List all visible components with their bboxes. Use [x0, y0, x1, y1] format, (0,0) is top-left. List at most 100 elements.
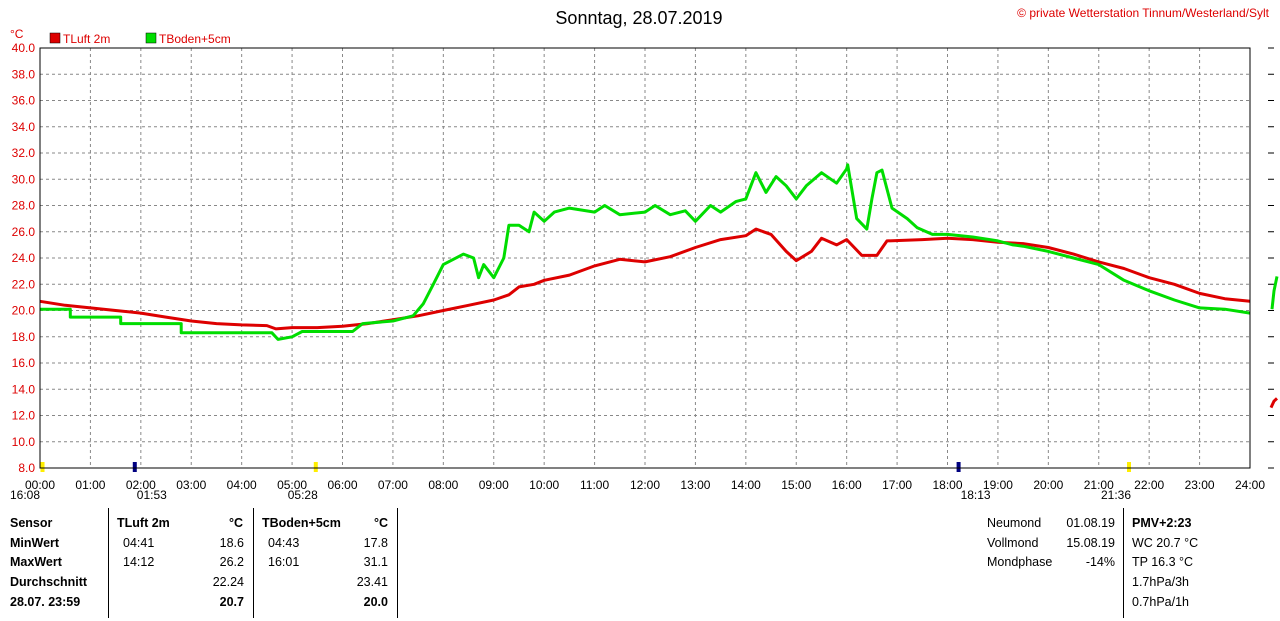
row-time: 16:01	[268, 555, 300, 569]
col2-header: TBoden+5cm	[262, 516, 341, 530]
y-tick-label: 14.0	[12, 382, 36, 396]
y-tick-label: 36.0	[12, 94, 36, 108]
table-divider	[253, 508, 254, 618]
plot-frame	[39, 47, 1251, 469]
x-tick-label: 08:00	[428, 478, 458, 492]
row-value: 31.1	[363, 555, 388, 569]
row-value: 17.8	[363, 536, 388, 550]
row-value: 26.2	[219, 555, 244, 569]
x-tick-label: 02:00	[126, 478, 156, 492]
y-tick-label: 8.0	[18, 461, 35, 475]
tboden-trend-mark	[1270, 276, 1279, 310]
row-label: Durchschnitt	[10, 575, 88, 589]
col2-unit: °C	[374, 516, 389, 530]
marker-icon	[1127, 462, 1131, 472]
x-tick-label: 01:00	[75, 478, 105, 492]
y-tick-label: 22.0	[12, 277, 36, 291]
table-divider	[1123, 508, 1124, 618]
marker-icon	[40, 462, 45, 472]
y-tick-labels: 8.0 10.0 12.0 14.0 16.0 18.0 20.0 22.0 24.0 26.0 2…	[12, 41, 36, 475]
x-tick-label: 23:00	[1185, 478, 1215, 492]
y-tick-label: 18.0	[12, 330, 36, 344]
col1-header: TLuft 2m	[117, 516, 170, 530]
x-tick-label: 17:00	[882, 478, 912, 492]
x-tick-label: 18:00	[932, 478, 962, 492]
y-tick-label: 26.0	[12, 225, 36, 239]
x-tick-label: 11:00	[580, 478, 609, 492]
tluft-trend-mark	[1269, 397, 1279, 409]
x-tick-label: 22:00	[1134, 478, 1164, 492]
legend: TLuft 2m TBoden+5cm	[49, 32, 231, 46]
x-tick-label: 10:00	[529, 478, 559, 492]
moon-value: 01.08.19	[1066, 516, 1115, 530]
moon-label: Vollmond	[987, 536, 1039, 550]
row-time: 04:41	[123, 536, 155, 550]
sensor-header: Sensor	[10, 516, 53, 530]
dewpoint-value: TP 16.3 °C	[1132, 555, 1194, 569]
y-tick-label: 32.0	[12, 146, 36, 160]
y-tick-label: 24.0	[12, 251, 36, 265]
marker-icon	[132, 462, 137, 472]
y-tick-label: 34.0	[12, 120, 36, 134]
row-value: 20.7	[219, 595, 244, 609]
y-tick-label: 40.0	[12, 41, 36, 55]
row-time: 14:12	[123, 555, 155, 569]
marker-time-label: 21:36	[1101, 488, 1131, 500]
row-value: 22.24	[212, 575, 244, 589]
x-tick-labels: 00:00 01:00 02:00 03:00 04:00 05:00 06:00 07:00…	[25, 478, 1265, 492]
marker-time-label: 16:08	[10, 488, 40, 500]
y-tick-label: 16.0	[12, 356, 36, 370]
x-tick-label: 14:00	[731, 478, 761, 492]
marker-icon	[313, 462, 318, 472]
x-tick-label: 09:00	[479, 478, 509, 492]
x-tick-label: 20:00	[1033, 478, 1063, 492]
table-divider	[108, 508, 109, 618]
marker-time-label: 18:13	[961, 488, 991, 500]
y-tick-label: 12.0	[12, 409, 36, 423]
table-divider	[397, 508, 398, 618]
grid	[40, 48, 1250, 468]
pmv-value: PMV+2:23	[1132, 516, 1192, 530]
marker-time-label: 05:28	[288, 488, 318, 500]
x-tick-label: 07:00	[378, 478, 408, 492]
right-edge-ticks	[1268, 47, 1279, 469]
series-line-0	[39, 227, 1251, 331]
marker-time-label: 01:53	[137, 488, 167, 500]
series-lines	[39, 163, 1251, 341]
legend-label-tluft: TLuft 2m	[63, 32, 110, 46]
y-tick-label: 20.0	[12, 304, 36, 318]
x-tick-label: 24:00	[1235, 478, 1265, 492]
row-label: MinWert	[10, 536, 60, 550]
row-value: 20.0	[363, 595, 388, 609]
pressure-1h-value: 0.7hPa/1h	[1132, 595, 1189, 609]
legend-label-tboden: TBoden+5cm	[159, 32, 231, 46]
row-label: MaxWert	[10, 555, 62, 569]
y-tick-label: 28.0	[12, 199, 36, 213]
row-value: 23.41	[356, 575, 388, 589]
moon-label: Mondphase	[987, 555, 1053, 569]
moon-value: -14%	[1085, 555, 1115, 569]
event-markers: 16:08 01:53 05:28 18:13 21:36	[10, 462, 1131, 500]
y-axis-unit: °C	[10, 27, 24, 41]
x-tick-label: 13:00	[680, 478, 710, 492]
windchill-value: WC 20.7 °C	[1132, 536, 1199, 550]
x-tick-label: 16:00	[832, 478, 862, 492]
row-label: 28.07. 23:59	[10, 595, 81, 609]
x-tick-label: 00:00	[25, 478, 55, 492]
x-tick-label: 12:00	[630, 478, 660, 492]
copyright-text: © private Wetterstation Tinnum/Westerlan…	[1017, 6, 1270, 20]
y-tick-label: 30.0	[12, 172, 36, 186]
x-tick-label: 15:00	[781, 478, 811, 492]
moon-value: 15.08.19	[1066, 536, 1115, 550]
x-tick-label: 19:00	[983, 478, 1013, 492]
temperature-chart: Sonntag, 28.07.2019 © private Wetterstat…	[10, 6, 1279, 500]
marker-icon	[956, 462, 961, 472]
row-value: 18.6	[219, 536, 244, 550]
legend-swatch-tluft	[49, 32, 61, 44]
x-tick-label: 04:00	[227, 478, 257, 492]
chart-title: Sonntag, 28.07.2019	[555, 8, 722, 28]
x-tick-label: 21:00	[1084, 478, 1114, 492]
legend-swatch-tboden	[145, 32, 157, 44]
y-tick-label: 10.0	[12, 435, 36, 449]
row-time: 04:43	[268, 536, 300, 550]
